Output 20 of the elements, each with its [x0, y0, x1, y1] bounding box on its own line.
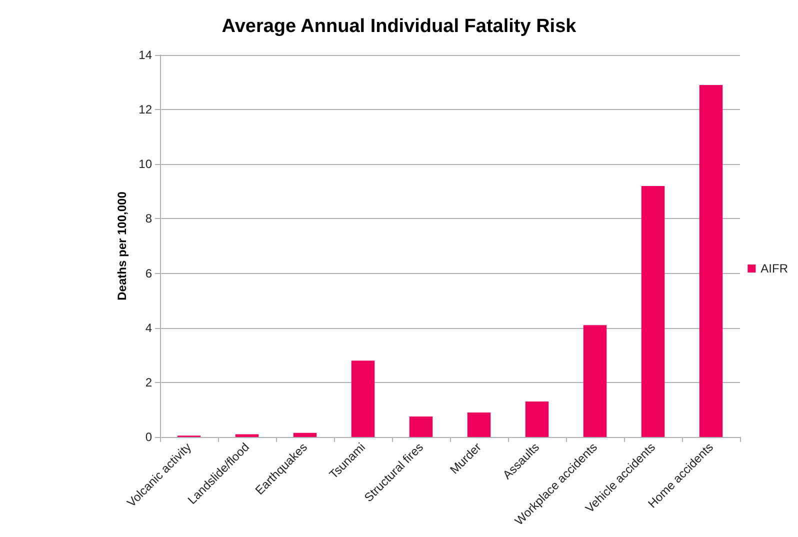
- y-tick-label: 0: [145, 430, 152, 444]
- y-tick-label: 4: [145, 320, 152, 335]
- bar: [351, 360, 375, 437]
- bar: [699, 85, 723, 437]
- bar: [409, 416, 433, 437]
- bar: [467, 412, 491, 437]
- bar: [583, 325, 607, 437]
- y-tick-label: 6: [145, 266, 152, 280]
- y-axis-title: Deaths per 100,000: [114, 191, 129, 300]
- bar: [525, 402, 549, 437]
- bar: [641, 186, 665, 437]
- y-tick-label: 2: [145, 375, 152, 390]
- bar: [235, 434, 259, 437]
- bar: [293, 432, 317, 437]
- y-tick-label: 12: [138, 102, 152, 117]
- y-tick-label: 10: [138, 157, 152, 172]
- y-tick-label: 8: [145, 212, 152, 226]
- y-tick-label: 14: [138, 48, 152, 62]
- chart-title: Average Annual Individual Fatality Risk: [222, 16, 577, 37]
- legend-label: AIFR: [760, 262, 788, 276]
